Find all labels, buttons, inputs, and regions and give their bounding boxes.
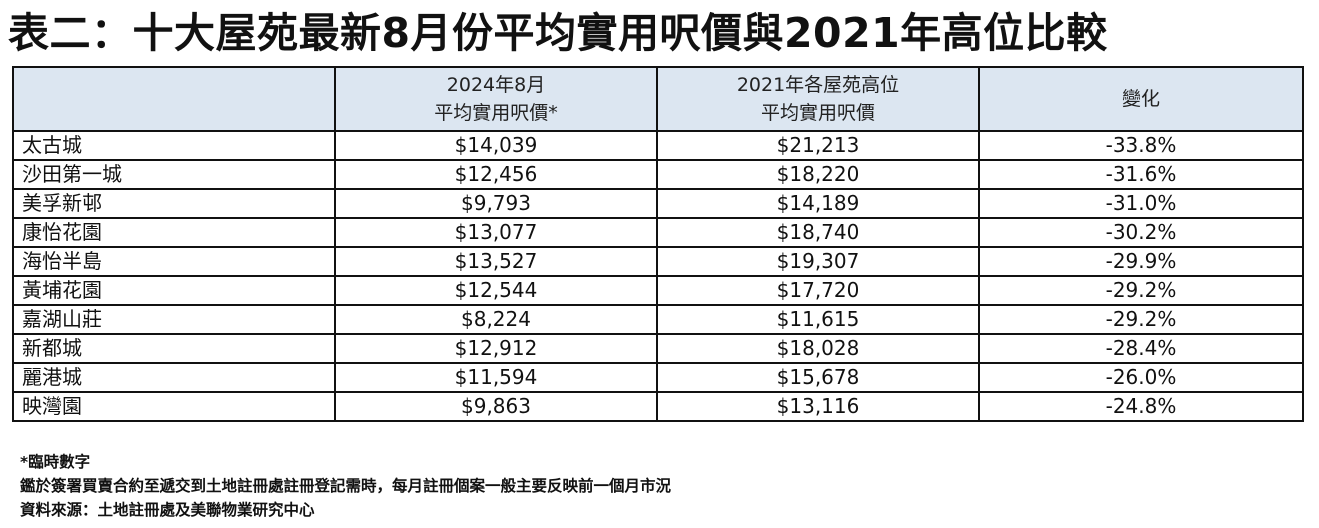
table-row: 康怡花園 $13,077 $18,740 -30.2% xyxy=(12,217,1304,248)
header-line: 變化 xyxy=(1121,88,1160,110)
high2021-price-cell: $18,220 xyxy=(656,159,980,190)
change-cell: -28.4% xyxy=(978,333,1304,364)
estate-name-cell: 嘉湖山莊 xyxy=(12,304,336,335)
price-comparison-table: 2024年8月 平均實用呎價* 2021年各屋苑高位 平均實用呎價 變化 太古城… xyxy=(12,66,1304,422)
high2021-price-cell: $11,615 xyxy=(656,304,980,335)
change-cell: -24.8% xyxy=(978,391,1304,422)
high2021-price-cell: $14,189 xyxy=(656,188,980,219)
footnote-source: 資料來源：土地註冊處及美聯物業研究中心 xyxy=(20,501,315,519)
change-cell: -30.2% xyxy=(978,217,1304,248)
header-line: 平均實用呎價 xyxy=(760,102,875,124)
table-row: 映灣園 $9,863 $13,116 -24.8% xyxy=(12,391,1304,422)
table-row: 美孚新邨 $9,793 $14,189 -31.0% xyxy=(12,188,1304,219)
change-cell: -31.6% xyxy=(978,159,1304,190)
aug2024-price-cell: $12,544 xyxy=(334,275,658,306)
table-header-row: 2024年8月 平均實用呎價* 2021年各屋苑高位 平均實用呎價 變化 xyxy=(12,66,1304,132)
estate-name-cell: 海怡半島 xyxy=(12,246,336,277)
change-cell: -29.2% xyxy=(978,304,1304,335)
table-row: 黃埔花園 $12,544 $17,720 -29.2% xyxy=(12,275,1304,306)
change-cell: -29.9% xyxy=(978,246,1304,277)
table-row: 沙田第一城 $12,456 $18,220 -31.6% xyxy=(12,159,1304,190)
aug2024-price-cell: $12,456 xyxy=(334,159,658,190)
estate-name-cell: 沙田第一城 xyxy=(12,159,336,190)
table-row: 新都城 $12,912 $18,028 -28.4% xyxy=(12,333,1304,364)
estate-name-cell: 映灣園 xyxy=(12,391,336,422)
estate-name-cell: 黃埔花園 xyxy=(12,275,336,306)
table-body: 太古城 $14,039 $21,213 -33.8% 沙田第一城 $12,456 $18,2… xyxy=(12,130,1304,422)
header-change: 變化 xyxy=(978,66,1304,132)
aug2024-price-cell: $11,594 xyxy=(334,362,658,393)
aug2024-price-cell: $9,863 xyxy=(334,391,658,422)
high2021-price-cell: $13,116 xyxy=(656,391,980,422)
estate-name-cell: 新都城 xyxy=(12,333,336,364)
header-line: 2021年各屋苑高位 xyxy=(736,74,900,96)
header-2021-high-price: 2021年各屋苑高位 平均實用呎價 xyxy=(656,66,980,132)
table-row: 海怡半島 $13,527 $19,307 -29.9% xyxy=(12,246,1304,277)
aug2024-price-cell: $12,912 xyxy=(334,333,658,364)
aug2024-price-cell: $9,793 xyxy=(334,188,658,219)
change-cell: -31.0% xyxy=(978,188,1304,219)
change-cell: -26.0% xyxy=(978,362,1304,393)
change-cell: -33.8% xyxy=(978,130,1304,161)
footnote-explanation: 鑑於簽署買賣合約至遞交到土地註冊處註冊登記需時，每月註冊個案一般主要反映前一個月… xyxy=(20,477,672,495)
estate-name-cell: 美孚新邨 xyxy=(12,188,336,219)
aug2024-price-cell: $14,039 xyxy=(334,130,658,161)
estate-name-cell: 康怡花園 xyxy=(12,217,336,248)
aug2024-price-cell: $13,527 xyxy=(334,246,658,277)
high2021-price-cell: $18,028 xyxy=(656,333,980,364)
high2021-price-cell: $19,307 xyxy=(656,246,980,277)
high2021-price-cell: $15,678 xyxy=(656,362,980,393)
header-line: 2024年8月 xyxy=(446,74,546,96)
table-row: 嘉湖山莊 $8,224 $11,615 -29.2% xyxy=(12,304,1304,335)
change-cell: -29.2% xyxy=(978,275,1304,306)
header-line: 平均實用呎價* xyxy=(434,102,558,124)
header-aug2024-price: 2024年8月 平均實用呎價* xyxy=(334,66,658,132)
table-row: 太古城 $14,039 $21,213 -33.8% xyxy=(12,130,1304,161)
table-row: 麗港城 $11,594 $15,678 -26.0% xyxy=(12,362,1304,393)
header-estate xyxy=(12,66,336,132)
aug2024-price-cell: $13,077 xyxy=(334,217,658,248)
footnote-provisional: *臨時數字 xyxy=(20,453,91,471)
page-title: 表二：十大屋苑最新8月份平均實用呎價與2021年高位比較 xyxy=(8,9,1108,57)
aug2024-price-cell: $8,224 xyxy=(334,304,658,335)
footnotes: *臨時數字 鑑於簽署買賣合約至遞交到土地註冊處註冊登記需時，每月註冊個案一般主要… xyxy=(20,450,671,522)
estate-name-cell: 太古城 xyxy=(12,130,336,161)
estate-name-cell: 麗港城 xyxy=(12,362,336,393)
high2021-price-cell: $21,213 xyxy=(656,130,980,161)
high2021-price-cell: $18,740 xyxy=(656,217,980,248)
high2021-price-cell: $17,720 xyxy=(656,275,980,306)
